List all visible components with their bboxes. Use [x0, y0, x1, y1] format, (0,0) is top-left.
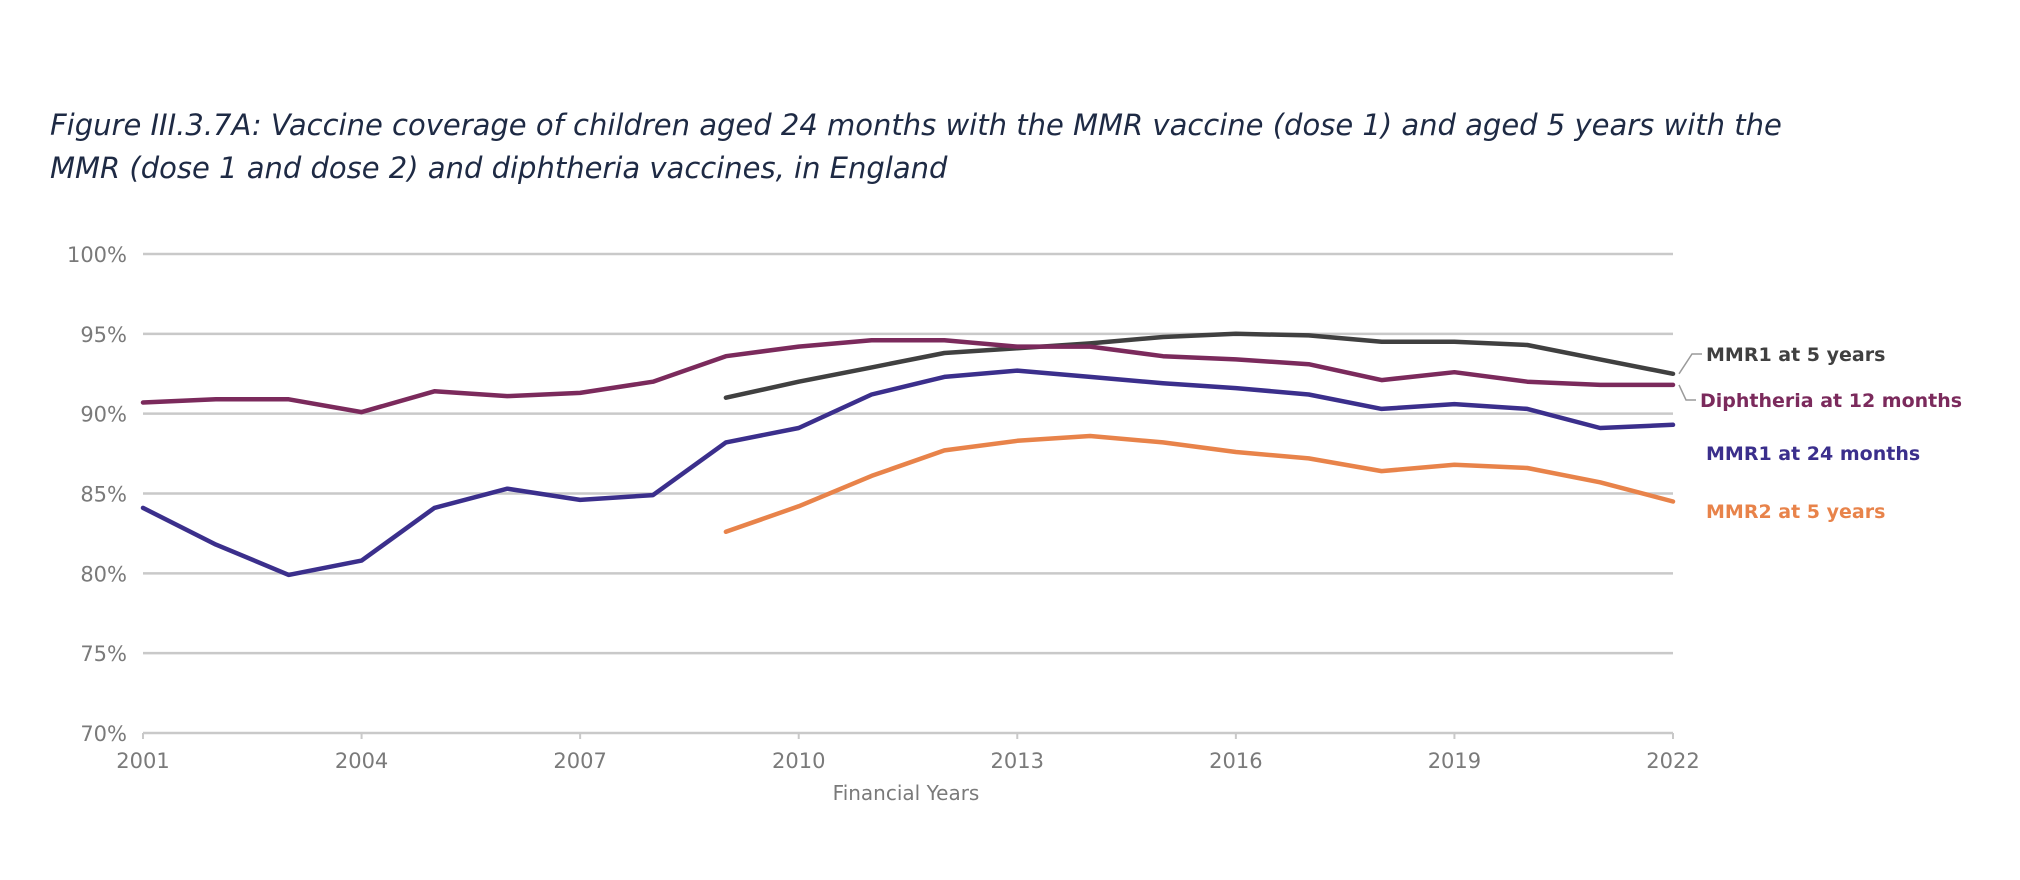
x-tick-label: 2010	[772, 749, 825, 773]
series-label-0: MMR1 at 5 years	[1706, 344, 1885, 366]
figure-title-line-1: Figure III.3.7A: Vaccine coverage of chi…	[50, 108, 1782, 142]
series-label-3: MMR2 at 5 years	[1706, 501, 1885, 523]
label-leader-line	[1678, 353, 1702, 375]
figure-title-line-2: MMR (dose 1 and dose 2) and diphtheria v…	[50, 151, 948, 185]
series-line-3	[723, 433, 1676, 535]
label-leader-line	[1678, 384, 1696, 401]
series-line-1	[140, 337, 1676, 415]
y-tick-label: 85%	[80, 483, 127, 507]
y-tick-label: 80%	[80, 562, 127, 586]
series-label-1: Diphtheria at 12 months	[1700, 390, 1962, 412]
y-tick-label: 90%	[80, 403, 127, 427]
x-tick-label: 2004	[335, 749, 388, 773]
x-axis-title: Financial Years	[833, 781, 980, 805]
y-tick-label: 70%	[80, 722, 127, 746]
x-axis-ticks: 2001 2004 2007 2010 2013 2016 2019 2022	[116, 733, 1700, 773]
figure-title: Figure III.3.7A: Vaccine coverage of chi…	[50, 104, 1950, 190]
x-tick-label: 2019	[1428, 749, 1481, 773]
series-line-0	[723, 331, 1676, 400]
gridlines	[143, 252, 1673, 735]
x-tick-label: 2007	[553, 749, 606, 773]
series-label-2: MMR1 at 24 months	[1706, 443, 1920, 465]
series-labels: MMR1 at 5 years Diphtheria at 12 months MM…	[1678, 344, 1962, 523]
y-tick-label: 100%	[67, 243, 127, 267]
x-tick-label: 2022	[1646, 749, 1699, 773]
x-tick-label: 2016	[1209, 749, 1262, 773]
series-line-2	[140, 368, 1676, 578]
y-tick-label: 95%	[80, 323, 127, 347]
y-tick-label: 75%	[80, 642, 127, 666]
x-tick-label: 2001	[116, 749, 169, 773]
series-lines	[140, 331, 1676, 578]
x-tick-label: 2013	[991, 749, 1044, 773]
y-axis-ticks: 70% 75% 80% 85% 90% 95% 100%	[67, 243, 127, 746]
